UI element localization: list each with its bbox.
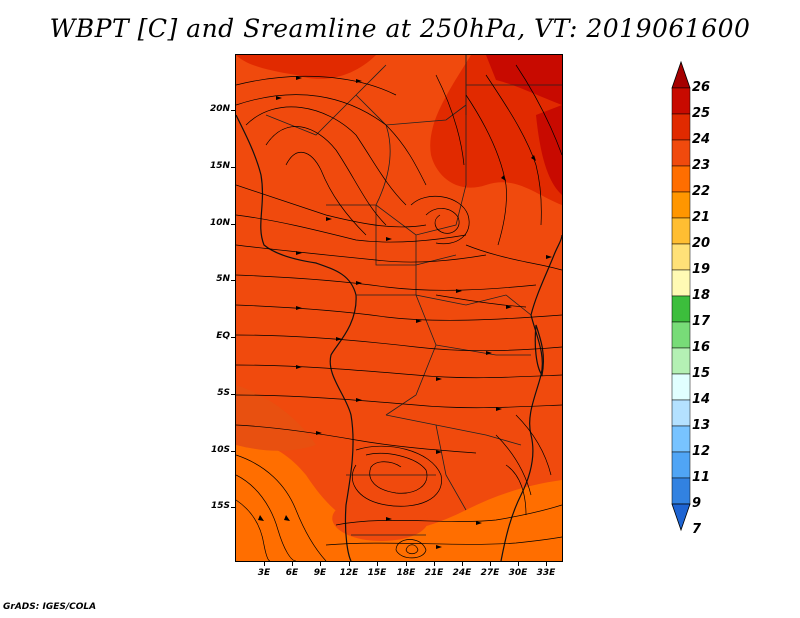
colorbar-segment <box>671 399 691 427</box>
grads-credit: GrADS: IGES/COLA <box>3 602 97 612</box>
colorbar-label: 11 <box>692 470 711 485</box>
lat-label-10s: 10S <box>210 445 230 455</box>
lon-tick <box>377 562 378 566</box>
colorbar-segment <box>671 425 691 453</box>
lon-tick <box>490 562 491 566</box>
lon-label-3e: 3E <box>257 568 271 578</box>
wbpt-field-22-south <box>236 441 562 561</box>
lat-label-5n: 5N <box>216 274 230 284</box>
colorbar-label: 14 <box>692 392 711 407</box>
lon-tick <box>320 562 321 566</box>
map-panel <box>235 54 563 562</box>
colorbar-segment <box>671 165 691 193</box>
lat-tick <box>231 451 235 452</box>
colorbar-label: 15 <box>692 366 711 381</box>
colorbar-label: 23 <box>692 158 711 173</box>
colorbar-segment <box>671 87 691 115</box>
lon-tick <box>292 562 293 566</box>
lat-tick <box>231 394 235 395</box>
lat-tick <box>231 110 235 111</box>
lat-label-5s: 5S <box>217 388 230 398</box>
lat-label-15n: 15N <box>209 161 230 171</box>
lon-tick <box>434 562 435 566</box>
colorbar-segment <box>671 243 691 271</box>
colorbar-label: 25 <box>692 106 711 121</box>
lon-label-27e: 27E <box>480 568 500 578</box>
lon-tick <box>264 562 265 566</box>
streamline-arrows <box>258 76 552 549</box>
lon-tick <box>406 562 407 566</box>
lon-label-15e: 15E <box>367 568 387 578</box>
lat-tick <box>231 280 235 281</box>
lon-label-21e: 21E <box>424 568 444 578</box>
colorbar-label: 26 <box>692 80 711 95</box>
colorbar-segment <box>671 321 691 349</box>
lon-label-12e: 12E <box>339 568 359 578</box>
lon-label-9e: 9E <box>313 568 327 578</box>
colorbar-segment <box>671 269 691 297</box>
colorbar-segment <box>671 217 691 245</box>
chart-title: WBPT [C] and Sreamline at 250hPa, VT: 20… <box>49 14 751 43</box>
wbpt-streamline-map <box>236 55 562 561</box>
colorbar-segment <box>671 373 691 401</box>
colorbar-label: 21 <box>692 210 711 225</box>
colorbar-label: 22 <box>692 184 711 199</box>
lon-tick <box>349 562 350 566</box>
lat-label-15s: 15S <box>210 501 230 511</box>
wbpt-field-west <box>236 385 316 451</box>
colorbar-label: 7 <box>692 522 702 537</box>
lat-label-20n: 20N <box>209 104 230 114</box>
colorbar-segment <box>671 347 691 375</box>
wbpt-field-24-ne <box>430 55 562 205</box>
colorbar-label: 19 <box>692 262 711 277</box>
lat-label-eq: EQ <box>216 331 230 341</box>
colorbar-label: 9 <box>692 496 702 511</box>
colorbar-segment <box>671 139 691 167</box>
lon-tick <box>518 562 519 566</box>
wbpt-field-23-south <box>332 500 428 541</box>
lon-label-24e: 24E <box>452 568 472 578</box>
colorbar-label: 12 <box>692 444 711 459</box>
colorbar-segment <box>671 113 691 141</box>
lon-label-18e: 18E <box>396 568 416 578</box>
wbpt-field-24-nw <box>236 55 376 79</box>
lat-tick <box>231 167 235 168</box>
colorbar-top-arrow <box>671 60 691 89</box>
country-borders <box>265 55 562 536</box>
lat-label-10n: 10N <box>209 218 230 228</box>
colorbar <box>671 60 691 532</box>
lat-tick <box>231 507 235 508</box>
lon-label-30e: 30E <box>508 568 528 578</box>
colorbar-label: 17 <box>692 314 711 329</box>
colorbar-bottom-arrow <box>671 503 691 532</box>
wbpt-field-25-e <box>536 105 562 195</box>
colorbar-label: 20 <box>692 236 711 251</box>
lat-tick <box>231 224 235 225</box>
lon-label-6e: 6E <box>285 568 299 578</box>
lon-tick <box>462 562 463 566</box>
colorbar-label: 18 <box>692 288 711 303</box>
colorbar-label: 24 <box>692 132 711 147</box>
colorbar-segment <box>671 477 691 505</box>
colorbar-label: 16 <box>692 340 711 355</box>
wbpt-field-25-ne <box>486 55 562 105</box>
colorbar-label: 13 <box>692 418 711 433</box>
lat-tick <box>231 337 235 338</box>
lon-tick <box>546 562 547 566</box>
colorbar-segment <box>671 191 691 219</box>
colorbar-segment <box>671 295 691 323</box>
lon-label-33e: 33E <box>536 568 556 578</box>
colorbar-segment <box>671 451 691 479</box>
